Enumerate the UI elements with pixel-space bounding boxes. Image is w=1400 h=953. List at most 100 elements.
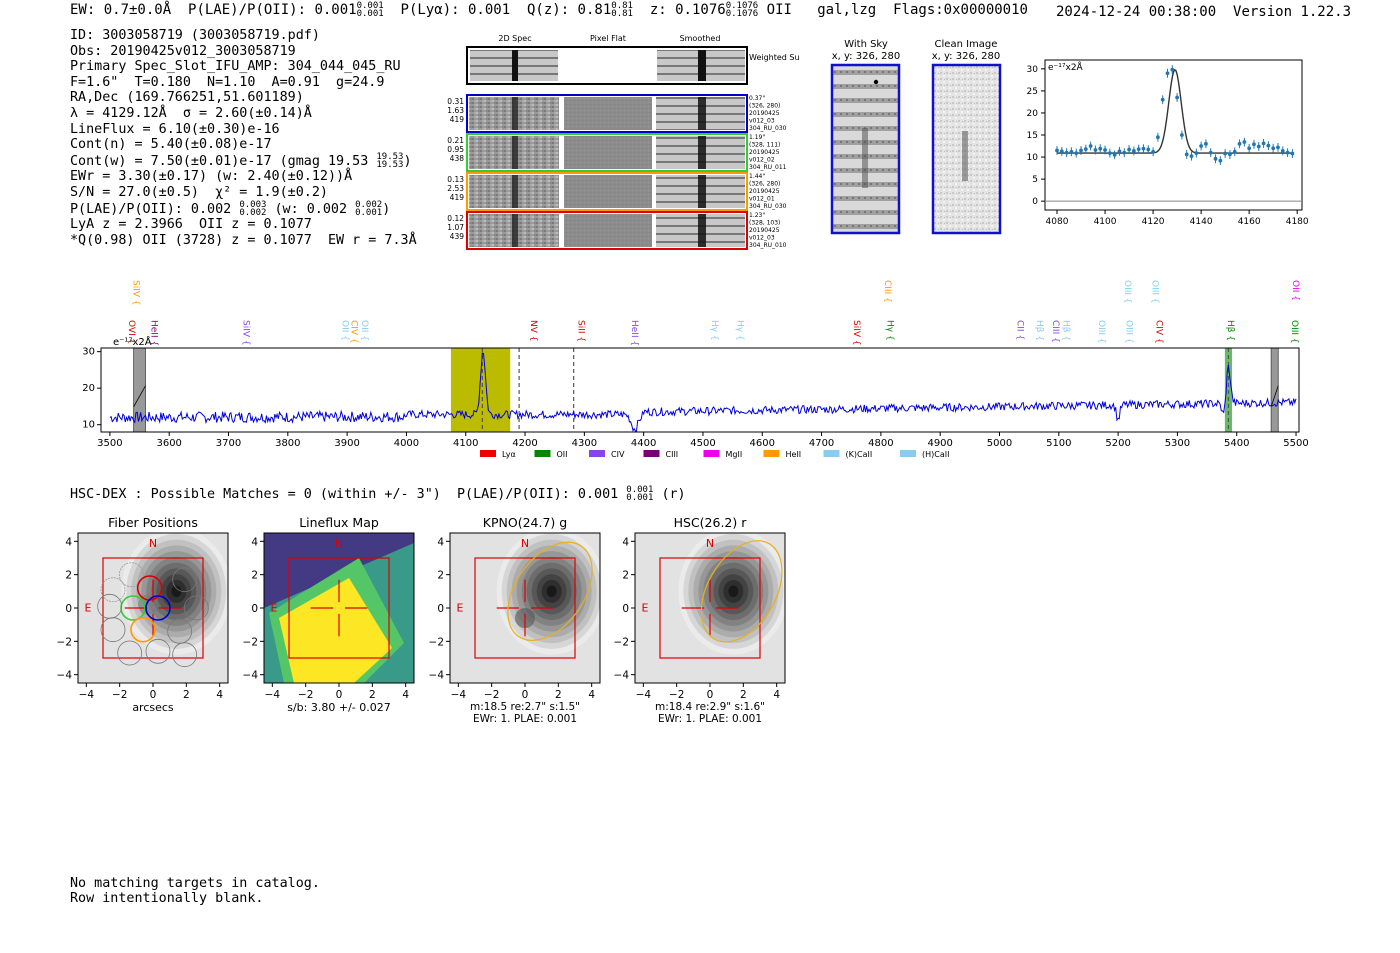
clean-image-source [962, 131, 968, 181]
cutout-right-label: 1.19" [749, 134, 765, 141]
spectrum-unit-label: e⁻¹⁷x2Å [113, 335, 152, 348]
fit-data-point [1064, 150, 1069, 155]
panel-title: Fiber Positions [108, 515, 198, 530]
fit-data-point [1247, 146, 1252, 151]
header-date: 2024-12-24 00:38:00 [1056, 4, 1217, 20]
fit-xtick-label: 4180 [1286, 217, 1309, 227]
panel-xtick-label: −4 [636, 689, 652, 701]
spectrum-mask-hatch [133, 385, 146, 407]
panel-xlabel: s/b: 3.80 +/- 0.027 [287, 701, 391, 714]
cutout-right-label: (328, 111) [749, 142, 780, 149]
cutout-2dspec-source [512, 175, 518, 208]
cutout-smoothed-source [698, 175, 706, 208]
info-plae-text: P(LAE)/P(OII): 0.002 [70, 201, 232, 217]
cutout-smoothed-source [698, 136, 706, 169]
spectrum-line-id-upper: SiIV { [131, 280, 141, 306]
spectrum-line-id-upper: OIII { [1122, 280, 1132, 304]
spectrum-xtick-label: 4600 [750, 438, 775, 449]
panel-image-group [450, 533, 600, 683]
fit-unit-label: e⁻¹⁷x2Å [1048, 61, 1084, 73]
panel-title: HSC(26.2) r [674, 515, 748, 530]
spectrum-line-id-upper: OIII { [1150, 280, 1160, 304]
fit-axes-frame [1044, 59, 1303, 211]
header-ew: EW: 0.7±0.0Å [70, 2, 172, 18]
spectrum-legend-swatch [643, 450, 660, 457]
info-radec: RA,Dec (169.766251,51.601189) [70, 90, 304, 106]
spectrum-legend-label: (H)CaII [922, 450, 949, 459]
cutout-right-label: 20190425 [749, 227, 780, 234]
with-sky-source [862, 128, 868, 188]
panel-xtick-label: 4 [588, 689, 595, 701]
fit-ytick-label: 20 [1027, 109, 1039, 119]
panel-xtick-label: −2 [669, 689, 684, 701]
info-contw-frac: 19.53 19.53 [376, 152, 403, 169]
header-plya: P(Lyα): 0.001 [400, 2, 511, 18]
spectrum-legend-swatch [589, 450, 605, 457]
hsc-dex-band: (r) [661, 487, 686, 502]
header-plae-hi: 0.001 [356, 1, 384, 11]
info-qline: *Q(0.98) OII (3728) z = 0.1077 EW r = 7.… [70, 232, 417, 248]
panel-ytick-label: 0 [622, 603, 629, 615]
panel-secondary-source [138, 594, 158, 615]
panel-xlabel-line: EWr: 1. PLAE: 0.001 [658, 713, 762, 723]
spectrum-line-id-lower: OIII { [1096, 320, 1106, 344]
cutout-header-flat: Pixel Flat [590, 34, 626, 43]
info-plae-hi: 0.003 [239, 199, 267, 210]
fit-data-point [1155, 135, 1160, 140]
spectrum-line-id-lower: Hγ { [734, 320, 744, 341]
fit-ytick-label: 15 [1027, 131, 1038, 141]
spectrum-ytick-label: 10 [82, 420, 95, 431]
panel-xtick-label: 2 [369, 689, 376, 701]
panel-compass-north: N [521, 537, 529, 550]
panel-ytick-label: −2 [429, 636, 444, 648]
spectrum-line-id-upper: CIII { [882, 280, 892, 303]
panel-xtick-label: 0 [150, 689, 157, 701]
cutout-right-label: 1.44" [749, 173, 765, 180]
with-sky-coords: x, y: 326, 280 [832, 51, 901, 62]
fit-data-point [1199, 144, 1204, 148]
spectrum-xtick-label: 5000 [987, 438, 1012, 449]
panel-xlabel-line: m:18.4 re:2.9" s:1.6" [655, 701, 765, 713]
header-datestamp: 2024-12-24 00:38:00 Version 1.22.3 [1056, 4, 1351, 20]
clean-image-coords: x, y: 326, 280 [932, 51, 1001, 62]
fit-data-point [1165, 71, 1170, 76]
fiber-circle [117, 640, 143, 666]
footer-line2: Row intentionally blank. [70, 891, 264, 906]
hsc-dex-label: HSC-DEX : Possible Matches = 0 (within +… [70, 487, 619, 502]
hsc-dex-frac: 0.001 0.001 [626, 486, 653, 503]
spectrum-line-id-lower: Hβ { [1034, 320, 1044, 341]
panel-title: KPNO(24.7) g [483, 515, 567, 530]
info-contn: Cont(n) = 5.40(±0.08)e-17 [70, 137, 272, 153]
header-z-frac: 0.1076 0.1076 [726, 2, 759, 19]
spectrum-xtick-label: 3900 [334, 438, 359, 449]
spectrum-legend-label: MgII [726, 450, 743, 459]
spectrum-xtick-label: 5400 [1224, 438, 1249, 449]
fit-data-point [1151, 149, 1155, 154]
panel-compass-east: E [642, 601, 649, 614]
spectrum-line-id-lower: Hγ { [709, 320, 719, 341]
cutout-left-label: 0.95 [447, 145, 464, 154]
spectrum-line-id-lower: NV { [528, 320, 538, 341]
cutout-right-label: v012_01 [749, 196, 775, 203]
panel-compass-east: E [85, 601, 92, 614]
panel-xtick-label: 2 [183, 689, 190, 701]
header-plae-frac: 0.001 0.001 [356, 1, 384, 19]
spectrum-line-id-upper: OII { [1290, 280, 1300, 301]
spectrum-legend-swatch [480, 450, 496, 457]
cutout-left-label: 439 [450, 232, 465, 241]
panel-ytick-label: −2 [243, 636, 258, 648]
fit-data-point [1290, 151, 1295, 156]
cutout-right-label: 1.23" [749, 212, 765, 219]
hsc-dex-summary: HSC-DEX : Possible Matches = 0 (within +… [70, 486, 686, 503]
spectrum-line-id-lower: OVI { [126, 320, 136, 344]
spectrum-xtick-label: 4400 [631, 438, 656, 449]
panel-ytick-label: 4 [251, 536, 258, 548]
panel-xlabel-line: m:18.5 re:2.7" s:1.5" [470, 701, 580, 713]
fiber-cutouts: 2D Spec Pixel Flat Smoothed Weighted Sum… [447, 34, 800, 250]
fit-data-point [1228, 152, 1232, 157]
cutout-2dspec-source [512, 214, 518, 247]
panel-xtick-label: 4 [402, 689, 409, 701]
fit-data-point [1242, 140, 1247, 144]
cutout-right-label: v012_03 [749, 118, 775, 125]
cutout-right-label: 304_RU_011 [749, 164, 787, 171]
